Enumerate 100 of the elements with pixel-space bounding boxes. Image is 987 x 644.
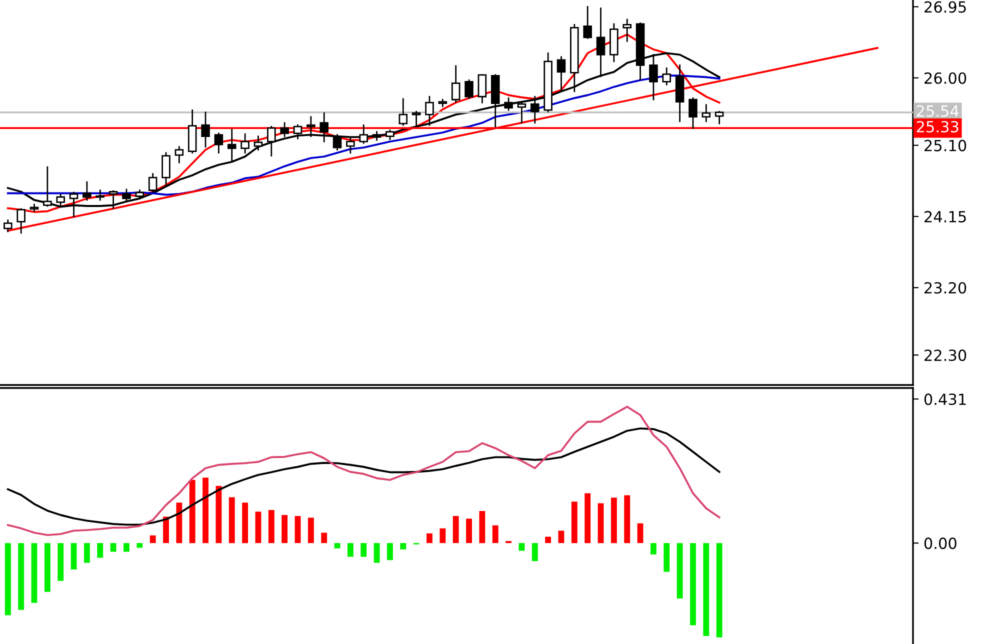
candlestick — [583, 6, 592, 39]
candlestick — [346, 138, 355, 154]
candlestick — [398, 98, 408, 126]
bar — [189, 480, 196, 544]
bar — [650, 543, 656, 554]
candlestick — [174, 146, 184, 164]
candlestick — [464, 79, 474, 99]
line-series — [6, 406, 720, 536]
bar — [532, 543, 538, 562]
bar — [268, 510, 274, 544]
bar — [31, 543, 38, 603]
candlestick — [4, 220, 12, 232]
bar — [18, 543, 24, 610]
bar — [598, 503, 604, 544]
y-tick-label: 23.20 — [924, 282, 966, 294]
candlestick — [306, 116, 316, 138]
candlestick — [214, 132, 224, 154]
bar — [228, 497, 235, 544]
y-tick-label: 0.431 — [924, 393, 966, 406]
bar — [242, 502, 248, 544]
candlestick — [280, 122, 289, 138]
candlestick — [412, 110, 421, 126]
ref-line-label: 25.33 — [916, 120, 958, 133]
bar — [387, 543, 393, 560]
bar — [558, 530, 564, 544]
bar — [584, 493, 591, 544]
candlestick — [451, 65, 460, 103]
bar — [703, 543, 710, 636]
candlestick — [556, 56, 566, 92]
candlestick — [530, 96, 540, 124]
y-tick-label: 26.00 — [924, 72, 966, 84]
candlestick — [662, 67, 672, 86]
candlestick — [148, 173, 158, 192]
candlestick — [478, 74, 487, 104]
candlestick — [293, 124, 302, 140]
candlestick — [240, 133, 250, 154]
bar — [479, 510, 486, 544]
bar — [518, 543, 525, 551]
bar — [97, 543, 104, 558]
bar — [202, 478, 208, 544]
y-tick-label: 0.00 — [924, 538, 956, 550]
candlestick — [162, 152, 170, 188]
bar — [492, 525, 498, 544]
candlestick — [504, 97, 513, 111]
bar — [716, 543, 722, 638]
candlestick — [714, 110, 724, 124]
y-tick-label: 25.10 — [924, 140, 966, 152]
bar — [624, 495, 630, 544]
bar — [308, 518, 314, 544]
bar — [637, 523, 644, 544]
candlestick — [517, 101, 526, 124]
bar — [282, 514, 288, 544]
bar — [321, 532, 328, 544]
candlestick — [227, 128, 236, 162]
candlestick — [254, 136, 263, 150]
candlestick — [622, 18, 632, 42]
bar — [136, 543, 143, 548]
bar — [347, 543, 354, 557]
bar — [690, 543, 696, 626]
bar — [400, 543, 406, 550]
bar — [124, 543, 130, 552]
bar — [163, 516, 169, 544]
bar — [676, 543, 683, 599]
candlestick — [267, 126, 276, 156]
bar — [4, 543, 11, 616]
bar — [440, 528, 446, 544]
candlestick — [96, 190, 105, 201]
bar — [58, 543, 64, 581]
line-series — [6, 427, 720, 526]
bar — [294, 516, 301, 544]
candlestick — [16, 208, 26, 234]
bar — [334, 543, 340, 548]
candlestick — [320, 112, 328, 142]
bar — [466, 518, 472, 544]
candlestick — [201, 112, 210, 148]
candlestick — [122, 188, 131, 202]
candlestick — [702, 104, 711, 122]
bar — [70, 543, 77, 570]
bar — [216, 486, 222, 544]
bar — [426, 533, 432, 544]
ref-line-label: 25.54 — [916, 105, 959, 117]
candlestick — [425, 96, 434, 126]
bar — [84, 543, 90, 563]
bar — [360, 543, 367, 557]
y-tick-label: 22.30 — [924, 350, 966, 362]
bar — [374, 543, 380, 563]
candlestick — [688, 97, 698, 129]
candlestick — [359, 124, 368, 144]
bar — [176, 502, 182, 544]
bar — [571, 502, 578, 544]
bar — [150, 535, 156, 544]
bar — [545, 536, 552, 544]
bar — [610, 498, 617, 544]
bar — [110, 543, 116, 552]
bar — [44, 543, 50, 592]
candlestick — [332, 134, 342, 150]
candlestick — [82, 181, 92, 201]
bar — [664, 543, 670, 572]
bar — [452, 516, 459, 544]
y-tick-label: 26.95 — [924, 1, 966, 13]
